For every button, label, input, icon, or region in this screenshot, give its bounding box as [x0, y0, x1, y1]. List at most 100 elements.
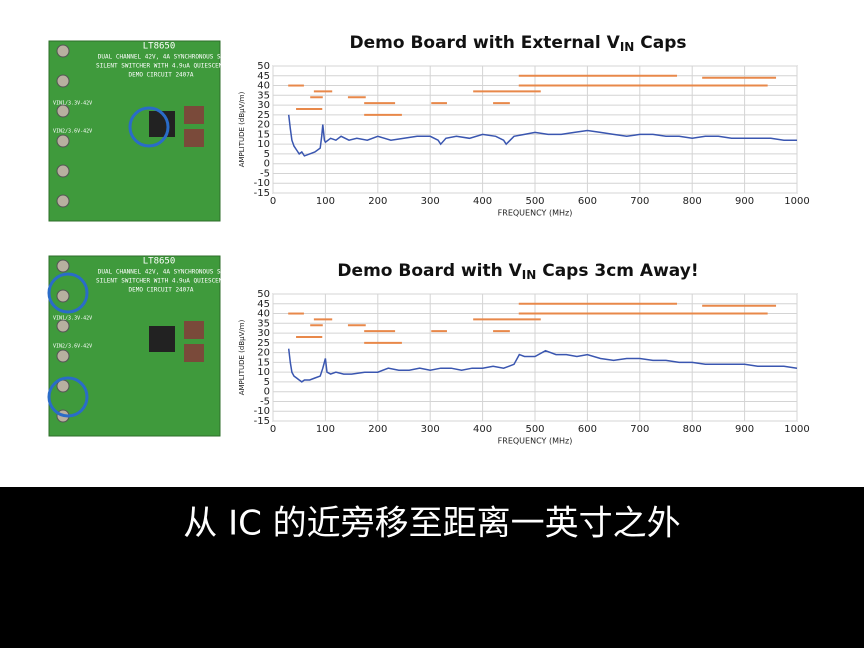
y-tick-label: 20 — [257, 120, 270, 131]
x-tick-label: 100 — [316, 196, 335, 207]
terminal — [56, 104, 70, 118]
y-tick-label: 5 — [264, 377, 270, 388]
terminal — [56, 349, 70, 363]
board-label: LT8650 — [143, 42, 176, 52]
board-label: DUAL CHANNEL 42V, 4A SYNCHRONOUS ST — [98, 269, 225, 276]
terminal — [56, 289, 70, 303]
y-tick-label: 50 — [257, 289, 270, 300]
y-tick-label: 0 — [264, 387, 270, 398]
board-label: SILENT SWITCHER WITH 4.9uA QUIESCENT — [96, 278, 226, 285]
y-tick-label: 30 — [257, 100, 270, 111]
x-tick-label: 100 — [316, 424, 335, 435]
y-tick-label: -10 — [254, 406, 270, 417]
y-tick-label: 5 — [264, 149, 270, 160]
y-axis-label: AMPLITUDE (dBμV/m) — [238, 319, 246, 395]
x-tick-label: 800 — [683, 196, 702, 207]
title-part: Demo Board with External V — [350, 33, 621, 53]
x-tick-label: 200 — [368, 196, 387, 207]
terminal — [56, 134, 70, 148]
board-label: LT8650 — [143, 257, 176, 267]
y-tick-label: 15 — [257, 357, 270, 368]
y-tick-label: 0 — [264, 159, 270, 170]
y-tick-label: 20 — [257, 348, 270, 359]
x-tick-label: 1000 — [784, 196, 809, 207]
y-tick-label: 10 — [257, 139, 270, 150]
y-tick-label: -15 — [254, 188, 270, 199]
x-tick-label: 1000 — [784, 424, 809, 435]
title-part: Caps 3cm Away! — [536, 261, 698, 281]
title-part: Demo Board with V — [337, 261, 522, 281]
x-tick-label: 500 — [525, 424, 544, 435]
y-tick-label: 25 — [257, 338, 270, 349]
board-label: DEMO CIRCUIT 2407A — [128, 287, 193, 294]
terminal — [56, 44, 70, 58]
caption: 从 IC 的近旁移至距离一英寸之外 — [183, 504, 680, 544]
title-part: Caps — [634, 33, 686, 53]
board-label: VIN2/3.6V-42V — [53, 129, 92, 135]
y-tick-label: 35 — [257, 318, 270, 329]
spectrum-line — [287, 348, 798, 383]
highlight-circle — [47, 376, 89, 418]
x-tick-label: 400 — [473, 196, 492, 207]
x-tick-label: 700 — [630, 424, 649, 435]
x-tick-label: 0 — [270, 196, 276, 207]
board-label: VIN1/3.3V-42V — [53, 316, 92, 322]
board-edge — [48, 255, 221, 437]
board-label: SILENT SWITCHER WITH 4.9uA QUIESCENT — [96, 63, 226, 70]
title-subscript: IN — [620, 40, 635, 54]
y-tick-label: 40 — [257, 81, 270, 92]
y-tick-label: 35 — [257, 90, 270, 101]
x-tick-label: 200 — [368, 424, 387, 435]
inductor — [184, 344, 204, 362]
y-tick-label: 45 — [257, 299, 270, 310]
x-tick-label: 900 — [735, 196, 754, 207]
x-tick-label: 900 — [735, 424, 754, 435]
x-tick-label: 600 — [578, 424, 597, 435]
terminal — [56, 74, 70, 88]
x-tick-label: 300 — [421, 424, 440, 435]
inductor — [184, 321, 204, 339]
y-tick-label: 45 — [257, 71, 270, 82]
y-tick-label: -5 — [260, 396, 270, 407]
highlight-circle — [47, 272, 89, 314]
highlight-circle — [128, 106, 170, 148]
board-label: VIN2/3.6V-42V — [53, 344, 92, 350]
x-tick-label: 500 — [525, 196, 544, 207]
board-label: VIN1/3.3V-42V — [53, 101, 92, 107]
y-tick-label: 15 — [257, 129, 270, 140]
x-tick-label: 800 — [683, 424, 702, 435]
board-label: DUAL CHANNEL 42V, 4A SYNCHRONOUS ST — [98, 54, 225, 61]
x-tick-label: 400 — [473, 424, 492, 435]
y-tick-label: 10 — [257, 367, 270, 378]
y-tick-label: 30 — [257, 328, 270, 339]
x-tick-label: 700 — [630, 196, 649, 207]
y-tick-label: -15 — [254, 416, 270, 427]
y-tick-label: -10 — [254, 178, 270, 189]
terminal — [56, 319, 70, 333]
y-axis-label: AMPLITUDE (dBμV/m) — [238, 91, 246, 167]
terminal — [56, 194, 70, 208]
chart-title: Demo Board with VIN Caps 3cm Away! — [337, 261, 698, 282]
inductor — [184, 106, 204, 124]
chart-title: Demo Board with External VIN Caps — [350, 33, 687, 54]
x-tick-label: 300 — [421, 196, 440, 207]
y-tick-label: -5 — [260, 168, 270, 179]
y-tick-label: 40 — [257, 309, 270, 320]
y-tick-label: 25 — [257, 110, 270, 121]
inductor — [184, 129, 204, 147]
y-tick-label: 50 — [257, 61, 270, 72]
spectrum-line — [287, 114, 797, 157]
x-axis-label: FREQUENCY (MHz) — [498, 437, 573, 446]
caption-band — [0, 487, 864, 648]
x-tick-label: 600 — [578, 196, 597, 207]
x-tick-label: 0 — [270, 424, 276, 435]
ic-chip — [149, 326, 175, 352]
title-subscript: IN — [522, 268, 537, 282]
board-edge — [48, 40, 221, 222]
x-axis-label: FREQUENCY (MHz) — [498, 209, 573, 218]
board-label: DEMO CIRCUIT 2407A — [128, 72, 193, 79]
terminal — [56, 164, 70, 178]
terminal — [56, 259, 70, 273]
ic-chip — [149, 111, 175, 137]
